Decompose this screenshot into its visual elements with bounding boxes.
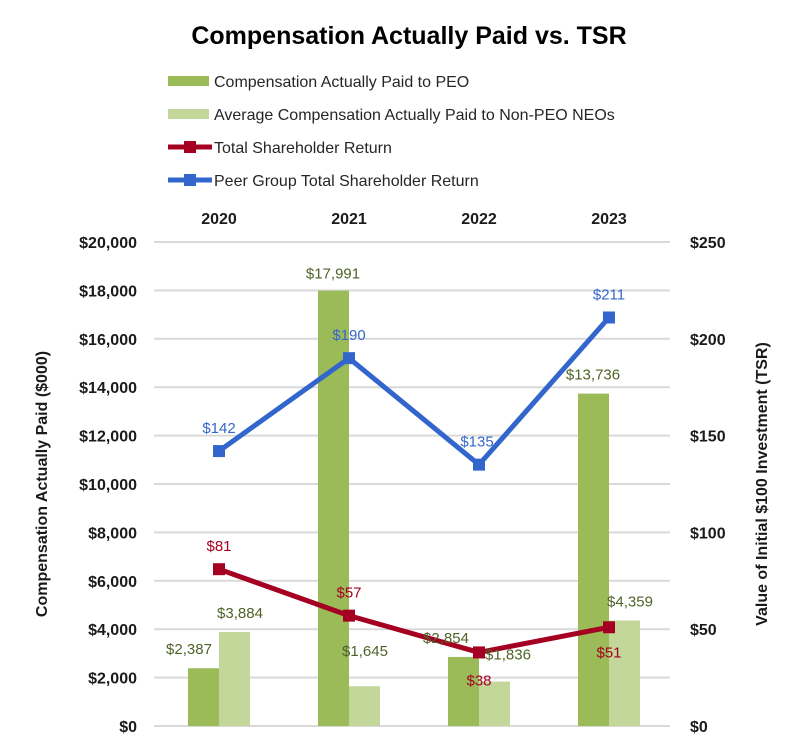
legend-swatch-1 — [168, 109, 209, 119]
left-tick-label: $6,000 — [88, 574, 137, 591]
right-tick-label: $0 — [690, 719, 708, 736]
bar-non-peo — [479, 681, 510, 726]
category-label: 2022 — [461, 211, 497, 228]
marker-tsr — [343, 609, 355, 622]
bar-non-peo — [349, 686, 380, 726]
left-tick-label: $8,000 — [88, 525, 137, 542]
data-label-non-peo: $1,645 — [342, 643, 388, 660]
legend-label-3: Peer Group Total Shareholder Return — [214, 173, 479, 190]
marker-peer-tsr — [473, 458, 485, 471]
marker-peer-tsr — [603, 311, 615, 324]
data-label-tsr: $51 — [596, 644, 621, 661]
bar-non-peo — [609, 620, 640, 726]
left-tick-label: $0 — [119, 719, 137, 736]
marker-peer-tsr — [343, 352, 355, 365]
marker-peer-tsr — [213, 445, 225, 458]
left-axis-ticks: $0 $2,000 $4,000 $6,000 $8,000 $10,000 $12,000… — [79, 235, 137, 736]
data-label-peo: $17,991 — [306, 266, 360, 283]
data-label-tsr: $38 — [466, 672, 491, 689]
marker-tsr — [213, 563, 225, 576]
data-label-non-peo: $3,884 — [217, 605, 263, 622]
line-tsr — [218, 566, 610, 655]
marker-tsr — [603, 621, 615, 634]
category-label: 2020 — [201, 211, 237, 228]
category-label: 2021 — [331, 211, 367, 228]
bar-peo — [188, 668, 219, 726]
data-label-non-peo: $1,836 — [485, 647, 531, 664]
data-labels: $2,387 $17,991 $2,854 $13,736 $3,884 $1,645 $1… — [166, 266, 653, 690]
legend-marker-3 — [184, 174, 196, 186]
left-tick-label: $4,000 — [88, 622, 137, 639]
right-tick-label: $150 — [690, 429, 726, 446]
left-tick-label: $20,000 — [79, 235, 137, 252]
left-tick-label: $18,000 — [79, 283, 137, 300]
right-tick-label: $50 — [690, 622, 717, 639]
legend-swatch-0 — [168, 76, 209, 86]
right-axis-title: Value of Initial $100 Investment (TSR) — [754, 342, 771, 626]
left-axis-title: Compensation Actually Paid ($000) — [34, 351, 51, 617]
data-label-peer-tsr: $142 — [202, 420, 235, 437]
legend: Compensation Actually Paid to PEO Average… — [168, 74, 615, 190]
left-tick-label: $2,000 — [88, 671, 137, 688]
data-label-peo: $2,387 — [166, 641, 212, 658]
legend-label-2: Total Shareholder Return — [214, 140, 392, 157]
left-tick-label: $10,000 — [79, 477, 137, 494]
data-label-tsr: $57 — [336, 585, 361, 602]
right-tick-label: $250 — [690, 235, 726, 252]
right-tick-label: $100 — [690, 525, 726, 542]
category-label: 2023 — [591, 211, 627, 228]
data-label-peer-tsr: $190 — [332, 327, 365, 344]
chart-title: Compensation Actually Paid vs. TSR — [191, 22, 626, 50]
category-labels: 2020 2021 2022 2023 — [201, 211, 627, 228]
data-label-peer-tsr: $211 — [593, 287, 625, 304]
data-label-peo: $2,854 — [423, 630, 469, 647]
bar-peo — [578, 393, 609, 726]
line-peer-tsr — [217, 315, 611, 468]
bar-non-peo — [219, 632, 250, 726]
data-label-peer-tsr: $135 — [460, 434, 493, 451]
left-tick-label: $12,000 — [79, 429, 137, 446]
bar-peo — [448, 656, 479, 726]
legend-label-0: Compensation Actually Paid to PEO — [214, 74, 469, 91]
left-tick-label: $14,000 — [79, 380, 137, 397]
right-tick-label: $200 — [690, 332, 726, 349]
data-label-peo: $13,736 — [566, 367, 620, 384]
left-tick-label: $16,000 — [79, 332, 137, 349]
legend-label-1: Average Compensation Actually Paid to No… — [214, 107, 615, 124]
right-axis-ticks: $0 $50 $100 $150 $200 $250 — [690, 235, 726, 736]
data-label-non-peo: $4,359 — [607, 594, 653, 611]
marker-tsr — [473, 646, 485, 659]
data-label-tsr: $81 — [206, 538, 231, 555]
legend-marker-2 — [184, 141, 196, 153]
lines — [213, 311, 615, 659]
